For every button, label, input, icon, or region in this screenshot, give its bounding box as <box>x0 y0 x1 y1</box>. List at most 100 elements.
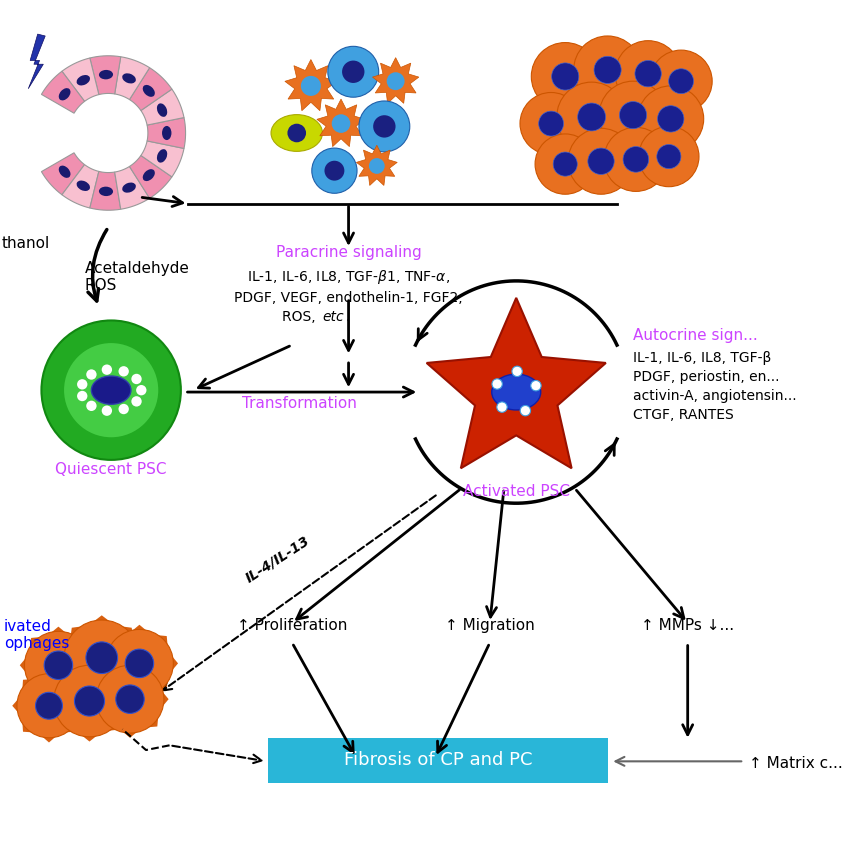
Circle shape <box>86 642 117 673</box>
Ellipse shape <box>99 186 113 196</box>
Polygon shape <box>90 56 121 94</box>
Text: thanol: thanol <box>2 236 50 251</box>
Text: PDGF, VEGF, endothelin-1, FGF2,: PDGF, VEGF, endothelin-1, FGF2, <box>235 291 463 305</box>
Text: Activated PSC: Activated PSC <box>462 484 570 500</box>
Ellipse shape <box>162 126 172 140</box>
Circle shape <box>578 103 605 131</box>
Text: IL-4/IL-13: IL-4/IL-13 <box>243 534 313 585</box>
Circle shape <box>36 693 62 719</box>
Circle shape <box>387 72 405 90</box>
Circle shape <box>75 686 105 716</box>
Ellipse shape <box>492 374 541 410</box>
Circle shape <box>44 651 72 679</box>
Circle shape <box>594 56 621 83</box>
Polygon shape <box>141 89 184 125</box>
Ellipse shape <box>157 149 167 163</box>
Circle shape <box>638 86 704 151</box>
Ellipse shape <box>122 73 136 83</box>
Circle shape <box>373 115 395 138</box>
Circle shape <box>635 60 661 87</box>
Polygon shape <box>115 167 150 209</box>
Ellipse shape <box>59 89 71 100</box>
Circle shape <box>530 380 541 391</box>
Circle shape <box>557 83 626 151</box>
Circle shape <box>620 101 647 129</box>
Circle shape <box>118 404 129 414</box>
Circle shape <box>496 402 507 412</box>
Circle shape <box>657 145 681 168</box>
Polygon shape <box>62 164 99 208</box>
Circle shape <box>369 158 385 174</box>
Text: ROS,: ROS, <box>282 310 320 323</box>
Circle shape <box>132 397 142 407</box>
Polygon shape <box>28 34 45 89</box>
Text: Fibrosis of CP and PC: Fibrosis of CP and PC <box>343 751 532 769</box>
Circle shape <box>132 374 142 384</box>
Circle shape <box>325 161 344 180</box>
Ellipse shape <box>271 115 322 151</box>
Circle shape <box>96 665 164 733</box>
Ellipse shape <box>76 180 90 191</box>
Circle shape <box>520 405 530 416</box>
Text: PDGF, periostin, en...: PDGF, periostin, en... <box>633 370 779 384</box>
Circle shape <box>105 630 173 697</box>
Ellipse shape <box>143 85 155 97</box>
Polygon shape <box>372 58 419 103</box>
Text: ↑ Proliferation: ↑ Proliferation <box>237 618 347 633</box>
Circle shape <box>359 101 410 151</box>
Ellipse shape <box>143 169 155 181</box>
Text: Transformation: Transformation <box>242 396 357 411</box>
Circle shape <box>658 106 684 132</box>
Circle shape <box>531 43 599 111</box>
Circle shape <box>64 620 139 695</box>
Circle shape <box>287 123 306 142</box>
Circle shape <box>125 649 154 677</box>
Circle shape <box>102 406 112 416</box>
Ellipse shape <box>99 70 113 79</box>
Circle shape <box>42 321 181 460</box>
Polygon shape <box>49 660 130 741</box>
Text: .: . <box>346 310 350 323</box>
Circle shape <box>328 46 379 97</box>
Polygon shape <box>129 68 172 111</box>
Circle shape <box>492 379 502 389</box>
Circle shape <box>553 152 577 176</box>
Polygon shape <box>141 141 184 177</box>
Text: activin-A, angiotensin...: activin-A, angiotensin... <box>633 389 796 403</box>
Polygon shape <box>42 153 84 195</box>
Text: IL-1, IL-6, IL8, TGF-β: IL-1, IL-6, IL8, TGF-β <box>633 351 771 365</box>
Circle shape <box>650 50 712 112</box>
Text: ivated
ophages: ivated ophages <box>3 619 69 651</box>
Polygon shape <box>285 60 337 111</box>
Polygon shape <box>101 625 178 702</box>
Ellipse shape <box>92 376 131 404</box>
Circle shape <box>77 380 88 390</box>
Polygon shape <box>427 298 606 468</box>
Polygon shape <box>317 99 366 146</box>
Circle shape <box>54 665 125 737</box>
Circle shape <box>574 36 642 104</box>
Circle shape <box>623 146 649 172</box>
Circle shape <box>535 134 595 194</box>
Polygon shape <box>20 626 97 704</box>
Text: ↑ MMPs ↓...: ↑ MMPs ↓... <box>641 618 734 633</box>
Circle shape <box>86 401 97 411</box>
Polygon shape <box>60 615 144 700</box>
Polygon shape <box>92 660 168 738</box>
Circle shape <box>312 148 357 193</box>
Polygon shape <box>129 156 172 198</box>
Circle shape <box>552 63 579 90</box>
Circle shape <box>638 127 699 186</box>
Text: ↑ Migration: ↑ Migration <box>445 618 535 633</box>
Circle shape <box>64 343 158 437</box>
Circle shape <box>77 391 88 401</box>
Circle shape <box>520 93 582 155</box>
Text: Paracrine signaling: Paracrine signaling <box>275 245 422 260</box>
Polygon shape <box>356 146 397 186</box>
Ellipse shape <box>122 183 136 192</box>
Circle shape <box>301 76 321 96</box>
Text: CTGF, RANTES: CTGF, RANTES <box>633 408 734 421</box>
Circle shape <box>539 111 564 136</box>
Circle shape <box>342 60 365 83</box>
Ellipse shape <box>59 166 71 178</box>
